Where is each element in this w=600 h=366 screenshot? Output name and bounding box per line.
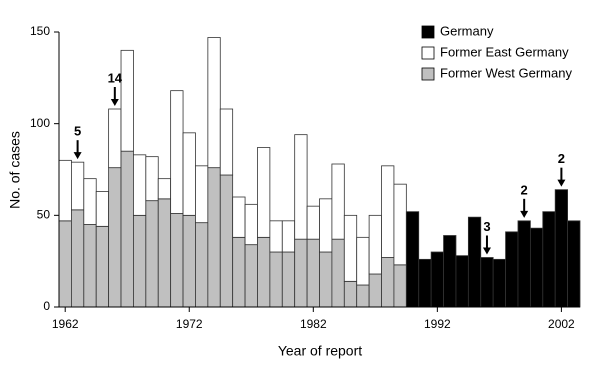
bar bbox=[505, 231, 519, 308]
bar bbox=[306, 238, 320, 308]
bar bbox=[281, 251, 296, 308]
bar bbox=[393, 183, 407, 266]
bar bbox=[430, 251, 444, 308]
legend-swatch bbox=[421, 46, 435, 60]
bar bbox=[554, 189, 568, 308]
bar bbox=[83, 224, 97, 308]
legend-swatch bbox=[421, 25, 435, 39]
y-axis-label: No. of cases bbox=[7, 131, 23, 209]
bar bbox=[232, 236, 246, 308]
bar bbox=[418, 258, 432, 308]
bar bbox=[356, 236, 370, 286]
bar bbox=[331, 163, 345, 240]
y-tick-label: 150 bbox=[30, 24, 50, 38]
bar bbox=[529, 227, 544, 308]
bar bbox=[294, 238, 308, 308]
y-tick-label: 50 bbox=[37, 208, 51, 222]
bar bbox=[195, 222, 209, 308]
bar bbox=[381, 257, 395, 308]
bar bbox=[294, 134, 308, 240]
annotation-label: 14 bbox=[108, 70, 123, 85]
bar bbox=[492, 258, 506, 308]
bar bbox=[95, 191, 110, 227]
annotation-label: 2 bbox=[521, 182, 528, 197]
bar bbox=[133, 154, 147, 216]
bar bbox=[120, 49, 134, 152]
bar bbox=[207, 167, 221, 308]
bar bbox=[517, 220, 531, 308]
x-tick-label: 1992 bbox=[424, 317, 451, 331]
annotation-label: 3 bbox=[483, 219, 490, 234]
x-tick-label: 1962 bbox=[52, 317, 79, 331]
bar bbox=[356, 284, 370, 308]
bar bbox=[157, 178, 172, 200]
legend-swatch bbox=[421, 67, 435, 81]
legend-label: Former East Germany bbox=[440, 44, 569, 59]
bar bbox=[567, 220, 581, 308]
annotation-label: 5 bbox=[74, 124, 81, 139]
bar bbox=[219, 108, 234, 176]
x-tick-label: 1982 bbox=[300, 317, 327, 331]
bar bbox=[269, 220, 283, 253]
bar bbox=[83, 178, 97, 225]
bar bbox=[71, 161, 85, 211]
bar bbox=[244, 203, 258, 246]
bar bbox=[170, 90, 184, 214]
bar bbox=[195, 165, 209, 224]
bar bbox=[455, 255, 469, 308]
bar bbox=[244, 244, 258, 308]
bar bbox=[368, 214, 382, 275]
bar bbox=[157, 198, 172, 308]
y-tick-label: 0 bbox=[43, 299, 50, 313]
bar bbox=[443, 235, 457, 308]
annotation-arrowhead bbox=[520, 210, 529, 218]
bar bbox=[133, 214, 147, 308]
bar bbox=[343, 214, 358, 282]
bar bbox=[319, 251, 333, 308]
bar bbox=[269, 251, 283, 308]
bar bbox=[71, 209, 85, 308]
x-tick-label: 1972 bbox=[176, 317, 203, 331]
bar bbox=[343, 280, 358, 308]
bar bbox=[393, 264, 407, 308]
bar bbox=[95, 225, 110, 308]
bar bbox=[381, 165, 395, 258]
bar bbox=[257, 236, 271, 308]
legend-label: Germany bbox=[440, 23, 494, 38]
bar bbox=[405, 211, 420, 308]
bar bbox=[257, 147, 271, 238]
y-tick-label: 100 bbox=[30, 116, 50, 130]
annotation-arrowhead bbox=[73, 152, 82, 160]
bar bbox=[232, 196, 246, 238]
bar bbox=[108, 108, 122, 169]
annotation-arrowhead bbox=[110, 99, 119, 106]
bar bbox=[145, 200, 159, 308]
bar bbox=[108, 167, 122, 308]
x-tick-label: 2002 bbox=[548, 317, 575, 331]
bar bbox=[368, 273, 382, 308]
bar bbox=[207, 37, 221, 169]
bar bbox=[319, 198, 333, 253]
bar bbox=[331, 238, 345, 308]
x-axis-label: Year of report bbox=[278, 343, 362, 359]
bar bbox=[58, 220, 72, 308]
annotation-arrowhead bbox=[482, 247, 491, 255]
bar bbox=[58, 159, 72, 222]
bar bbox=[306, 205, 320, 240]
bar bbox=[480, 257, 494, 308]
bar bbox=[467, 216, 482, 308]
bar bbox=[120, 150, 134, 308]
bar bbox=[182, 214, 196, 308]
bar bbox=[542, 211, 556, 308]
bar bbox=[281, 220, 296, 253]
bar bbox=[182, 132, 196, 216]
legend-label: Former West Germany bbox=[440, 65, 572, 80]
annotation-label: 2 bbox=[558, 151, 565, 166]
bar bbox=[170, 213, 184, 308]
annotation-arrowhead bbox=[557, 179, 566, 187]
bar bbox=[145, 156, 159, 202]
bar bbox=[219, 174, 234, 308]
